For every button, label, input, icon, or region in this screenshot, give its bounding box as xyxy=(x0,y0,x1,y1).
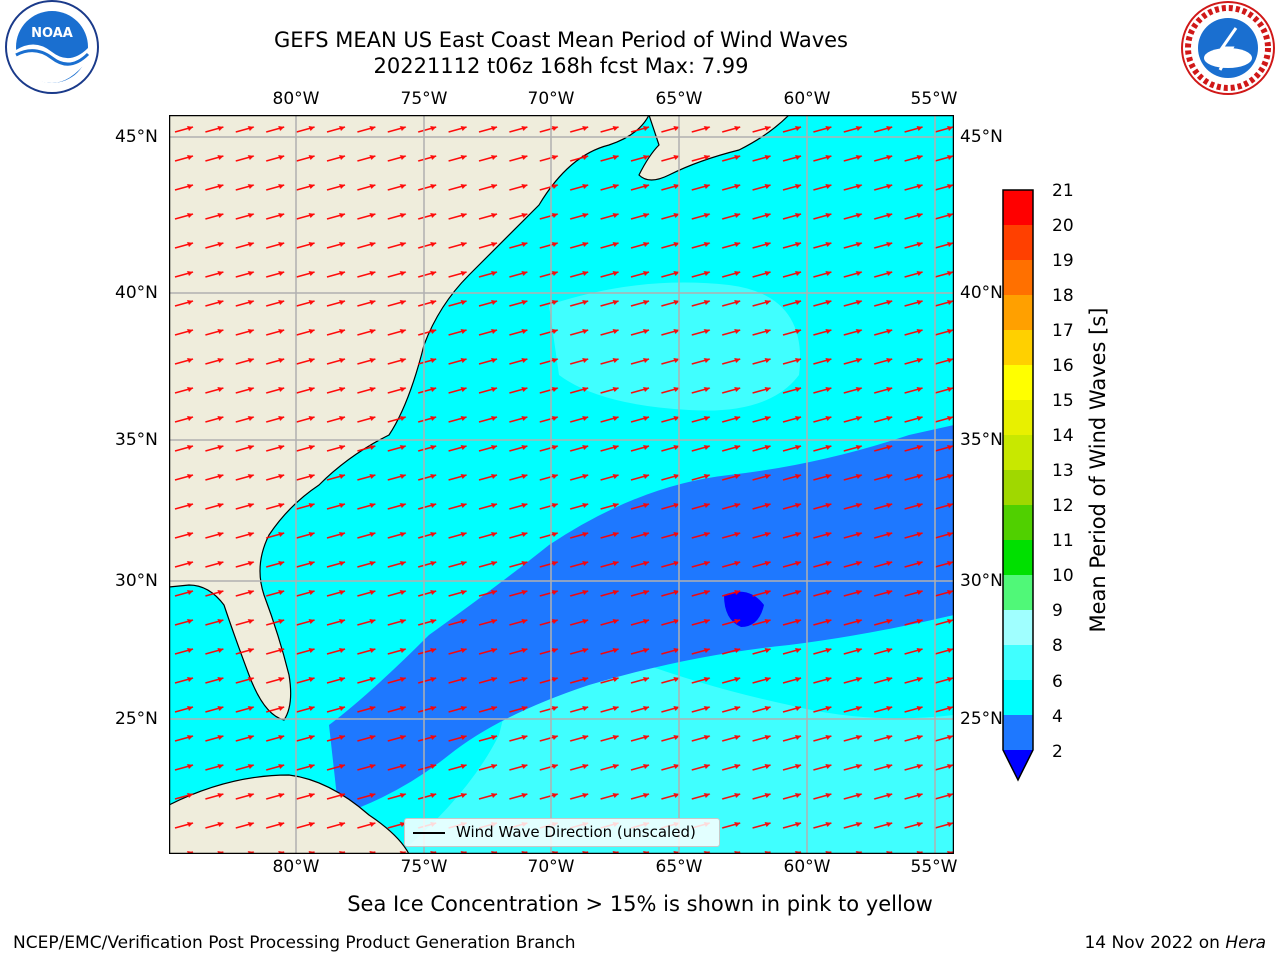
lon-label-top: 80°W xyxy=(272,89,320,109)
lon-label-bottom: 70°W xyxy=(527,857,575,877)
colorbar-tick: 12 xyxy=(1052,496,1074,516)
map-subtitle: 20221112 t06z 168h fcst Max: 7.99 xyxy=(373,54,749,78)
legend-line-swatch xyxy=(413,832,445,834)
lat-label-left: 45°N xyxy=(115,127,158,147)
lat-label-left: 25°N xyxy=(115,709,158,729)
map-title: GEFS MEAN US East Coast Mean Period of W… xyxy=(274,28,848,52)
map-legend: Wind Wave Direction (unscaled) xyxy=(404,818,720,847)
colorbar-tick: 16 xyxy=(1052,356,1074,376)
lat-label-right: 40°N xyxy=(960,283,1003,303)
lat-label-left: 35°N xyxy=(115,430,158,450)
lat-label-right: 30°N xyxy=(960,571,1003,591)
colorbar-tick: 14 xyxy=(1052,426,1074,446)
lat-label-left: 30°N xyxy=(115,571,158,591)
sea-ice-note: Sea Ice Concentration > 15% is shown in … xyxy=(347,892,933,916)
lat-label-left: 40°N xyxy=(115,283,158,303)
lat-label-right: 45°N xyxy=(960,127,1003,147)
lon-label-bottom: 75°W xyxy=(400,857,448,877)
lon-label-bottom: 60°W xyxy=(783,857,831,877)
legend-label: Wind Wave Direction (unscaled) xyxy=(456,823,696,841)
colorbar-tick: 4 xyxy=(1052,707,1063,727)
colorbar-tick: 20 xyxy=(1052,216,1074,236)
colorbar-tick: 13 xyxy=(1052,461,1074,481)
colorbar-tick: 17 xyxy=(1052,321,1074,341)
colorbar-tick: 18 xyxy=(1052,286,1074,306)
run-date-text: 14 Nov 2022 on xyxy=(1084,933,1226,953)
colorbar-tick: 10 xyxy=(1052,566,1074,586)
run-date: 14 Nov 2022 on Hera xyxy=(1084,933,1266,953)
lat-label-right: 35°N xyxy=(960,430,1003,450)
colorbar-tick: 19 xyxy=(1052,251,1074,271)
colorbar-tick: 8 xyxy=(1052,636,1063,656)
svg-text:NOAA: NOAA xyxy=(31,26,73,41)
colorbar-tick: 2 xyxy=(1052,742,1063,762)
wind-wave-arrows xyxy=(169,115,954,854)
branch-credit: NCEP/EMC/Verification Post Processing Pr… xyxy=(13,933,576,953)
map-panel xyxy=(169,115,954,854)
noaa-logo: NOAA xyxy=(5,0,99,94)
lat-label-right: 25°N xyxy=(960,709,1003,729)
colorbar xyxy=(1002,189,1034,782)
lon-label-top: 55°W xyxy=(910,89,958,109)
nws-logo xyxy=(1181,1,1275,95)
colorbar-tick: 6 xyxy=(1052,672,1063,692)
graticule xyxy=(169,115,954,854)
colorbar-tick: 9 xyxy=(1052,601,1063,621)
lon-label-bottom: 55°W xyxy=(910,857,958,877)
lon-label-bottom: 65°W xyxy=(655,857,703,877)
colorbar-tick: 11 xyxy=(1052,531,1074,551)
lon-label-top: 60°W xyxy=(783,89,831,109)
colorbar-tick: 15 xyxy=(1052,391,1074,411)
lon-label-top: 65°W xyxy=(655,89,703,109)
colorbar-tick: 21 xyxy=(1052,181,1074,201)
lon-label-top: 70°W xyxy=(527,89,575,109)
lon-label-top: 75°W xyxy=(400,89,448,109)
machine-name: Hera xyxy=(1225,933,1266,953)
colorbar-label: Mean Period of Wind Waves [s] xyxy=(1086,307,1110,633)
lon-label-bottom: 80°W xyxy=(272,857,320,877)
colorbar-segments xyxy=(1003,190,1033,780)
